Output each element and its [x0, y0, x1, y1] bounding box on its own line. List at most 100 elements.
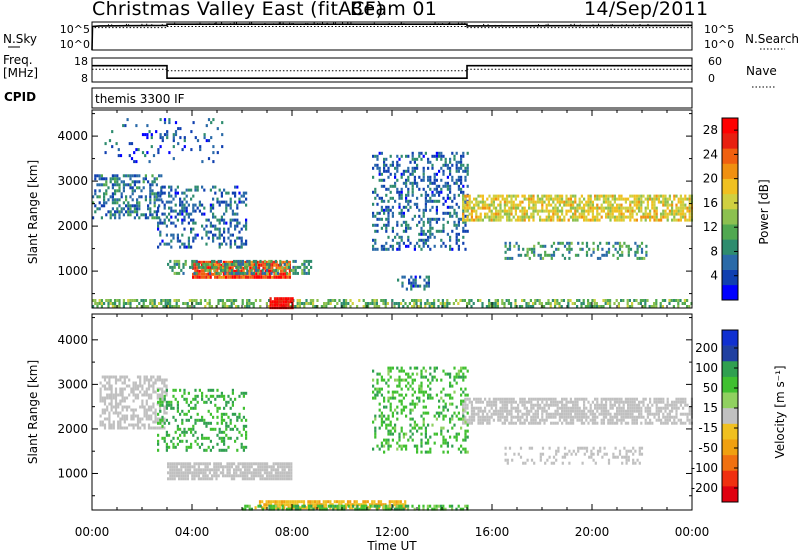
- cell: [466, 215, 469, 219]
- cell: [683, 299, 686, 302]
- cell: [156, 426, 159, 430]
- cell: [185, 418, 188, 422]
- cell: [536, 299, 539, 302]
- cell: [622, 218, 625, 222]
- cell: [192, 427, 195, 431]
- cell: [196, 418, 199, 422]
- cell: [193, 299, 196, 302]
- cell: [598, 412, 601, 416]
- cell: [536, 415, 539, 419]
- cell: [290, 462, 293, 466]
- cell: [640, 421, 643, 425]
- cell: [547, 203, 550, 207]
- cell: [460, 190, 463, 194]
- cell: [488, 397, 491, 401]
- cell: [468, 299, 471, 302]
- cell: [217, 462, 220, 466]
- cell: [178, 471, 181, 475]
- cell: [382, 507, 385, 511]
- cell: [163, 394, 166, 398]
- cell: [536, 209, 539, 213]
- cell: [645, 253, 648, 257]
- cell: [677, 212, 680, 216]
- cell: [446, 175, 449, 179]
- cell: [116, 174, 119, 178]
- cell: [167, 465, 170, 469]
- cell: [121, 405, 124, 409]
- cell: [372, 384, 375, 388]
- cell: [605, 212, 608, 216]
- cell: [292, 259, 295, 263]
- cell: [473, 218, 476, 222]
- cell: [191, 474, 194, 478]
- cell: [565, 400, 568, 404]
- cell: [440, 504, 443, 508]
- cell: [589, 197, 592, 201]
- cell: [145, 393, 148, 397]
- cell: [262, 260, 265, 264]
- cell: [629, 206, 632, 210]
- cell: [169, 259, 172, 263]
- cell: [503, 197, 506, 201]
- cell: [413, 507, 416, 511]
- cell: [580, 305, 583, 308]
- cell: [258, 266, 261, 270]
- cell: [165, 390, 168, 394]
- cell: [372, 211, 375, 215]
- cell: [245, 227, 248, 231]
- cell: [296, 302, 299, 305]
- cell: [596, 403, 599, 407]
- cell: [96, 302, 99, 305]
- cell: [657, 409, 660, 413]
- cell: [380, 208, 383, 212]
- cell: [638, 406, 641, 410]
- cell: [231, 209, 234, 213]
- cell: [519, 209, 522, 213]
- cell: [401, 284, 404, 288]
- cell: [442, 217, 445, 221]
- cell: [163, 191, 166, 195]
- cell: [686, 197, 689, 201]
- cell: [576, 203, 579, 207]
- cell: [141, 393, 144, 397]
- cell: [165, 406, 168, 410]
- cell: [412, 281, 415, 285]
- cell: [274, 477, 277, 481]
- cell: [488, 194, 491, 198]
- cell: [426, 302, 429, 305]
- cell: [223, 230, 226, 234]
- cell: [278, 300, 281, 304]
- cell: [179, 136, 182, 140]
- cell: [587, 218, 590, 222]
- cell: [263, 259, 266, 263]
- cell: [622, 415, 625, 419]
- cell: [167, 262, 170, 266]
- cell: [451, 247, 454, 251]
- cell: [503, 421, 506, 425]
- cell: [464, 220, 467, 224]
- cell: [110, 384, 113, 388]
- cell: [451, 163, 454, 167]
- cell: [605, 406, 608, 410]
- cell: [233, 477, 236, 481]
- cell: [376, 387, 379, 391]
- cell: [475, 218, 478, 222]
- cell: [218, 427, 221, 431]
- cell: [136, 420, 140, 424]
- cell: [228, 471, 231, 475]
- cell: [229, 224, 232, 228]
- cell: [288, 507, 291, 511]
- cell: [464, 218, 467, 222]
- cell: [534, 203, 537, 207]
- cell: [404, 500, 407, 504]
- cell: [112, 393, 115, 397]
- cell: [413, 157, 416, 161]
- cell: [163, 218, 166, 222]
- cell: [201, 391, 204, 395]
- cell: [600, 305, 603, 308]
- cell: [429, 232, 432, 236]
- cell: [662, 203, 665, 207]
- cell: [580, 302, 583, 305]
- cell: [470, 218, 473, 222]
- cell: [288, 474, 291, 478]
